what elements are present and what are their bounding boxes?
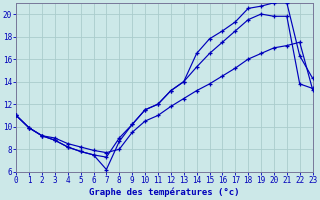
X-axis label: Graphe des températures (°c): Graphe des températures (°c) <box>89 188 240 197</box>
